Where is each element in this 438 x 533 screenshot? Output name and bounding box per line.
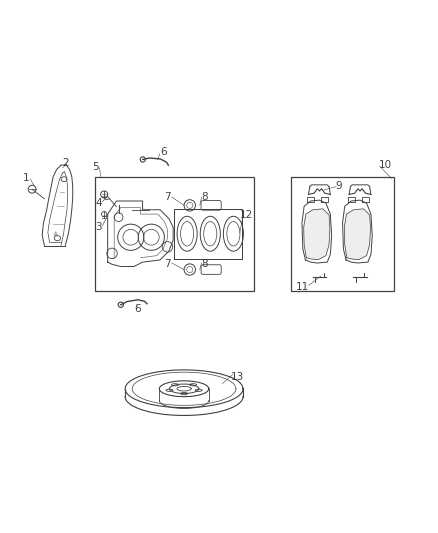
Polygon shape: [344, 209, 371, 260]
Text: 10: 10: [379, 160, 392, 170]
Bar: [291, 177, 394, 290]
Bar: [174, 208, 242, 259]
Text: 7: 7: [165, 192, 171, 201]
Polygon shape: [304, 209, 330, 260]
Text: 5: 5: [92, 162, 99, 172]
Text: 8: 8: [202, 260, 208, 269]
Polygon shape: [54, 231, 57, 236]
Bar: [95, 177, 254, 290]
Text: 6: 6: [160, 147, 166, 157]
Text: 1: 1: [23, 173, 29, 183]
Text: 7: 7: [165, 260, 171, 269]
Text: 6: 6: [134, 304, 141, 314]
Text: 2: 2: [62, 158, 69, 167]
Text: 8: 8: [202, 192, 208, 201]
Text: 4: 4: [95, 198, 102, 208]
Text: 11: 11: [296, 282, 310, 292]
Text: 12: 12: [240, 210, 253, 220]
Text: 3: 3: [95, 222, 102, 232]
Text: 13: 13: [231, 372, 244, 382]
Text: 9: 9: [335, 181, 342, 191]
